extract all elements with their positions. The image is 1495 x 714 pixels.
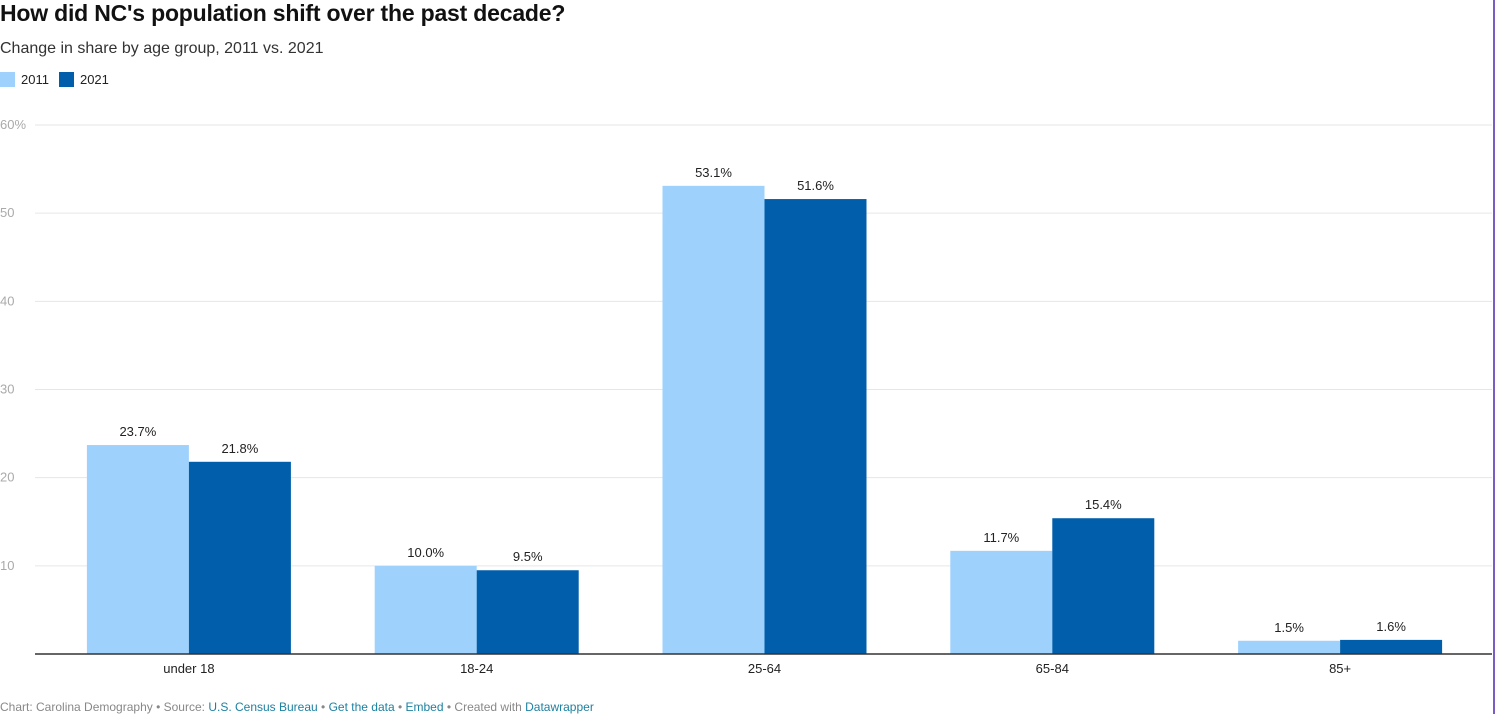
- y-tick-label: 30: [0, 382, 14, 397]
- y-tick-label: 40: [0, 293, 14, 308]
- footer-sep: • Created with: [443, 700, 526, 714]
- chart-title: How did NC's population shift over the p…: [0, 0, 566, 26]
- bar-chart: 10 20 30 40 50 60% 23.7% 21.8% under 18 10.0% 9.5%…: [0, 117, 1492, 676]
- y-tick-label: 10: [0, 558, 14, 573]
- bar-2011-65-84: [950, 550, 1053, 654]
- y-tick-label: 20: [0, 470, 14, 485]
- bar-2021-65-84: [1052, 518, 1155, 654]
- source-link[interactable]: U.S. Census Bureau: [208, 700, 318, 714]
- bar-2011-under-18: [86, 445, 189, 654]
- footer-sep: • Source:: [152, 700, 209, 714]
- legend-item-2011: 2011: [0, 72, 49, 87]
- footer: Chart: Carolina Demography • Source: U.S…: [0, 700, 594, 714]
- legend-swatch-2021: [58, 72, 74, 87]
- data-label: 10.0%: [407, 545, 444, 560]
- bar-2011-25-64: [662, 185, 765, 654]
- x-tick-label: 25-64: [748, 661, 781, 676]
- data-label: 21.8%: [221, 441, 258, 456]
- x-tick-label: 18-24: [460, 661, 493, 676]
- legend-label-2011: 2011: [21, 72, 49, 87]
- data-label: 1.6%: [1376, 619, 1406, 634]
- legend-label-2021: 2021: [79, 72, 109, 87]
- footer-sep: •: [394, 700, 406, 714]
- x-tick-label: 65-84: [1036, 661, 1069, 676]
- frame-border: [1493, 0, 1495, 714]
- x-tick-label: under 18: [163, 661, 214, 676]
- legend: 2011 2021: [0, 72, 119, 87]
- y-tick-label: 60%: [0, 117, 26, 132]
- x-tick-label: 85+: [1329, 661, 1351, 676]
- data-label: 53.1%: [695, 165, 732, 180]
- footer-credit: Chart: Carolina Demography: [0, 700, 153, 714]
- data-label: 23.7%: [119, 424, 156, 439]
- data-label: 1.5%: [1274, 620, 1304, 635]
- data-label: 15.4%: [1085, 497, 1122, 512]
- get-data-link[interactable]: Get the data: [328, 700, 395, 714]
- legend-swatch-2011: [0, 72, 15, 87]
- chart-subtitle: Change in share by age group, 2011 vs. 2…: [0, 40, 324, 57]
- y-tick-label: 50: [0, 205, 14, 220]
- embed-link[interactable]: Embed: [405, 700, 444, 714]
- bar-2021-85-: [1340, 639, 1443, 654]
- data-label: 9.5%: [513, 549, 543, 564]
- bar-2011-18-24: [374, 565, 477, 654]
- datawrapper-link[interactable]: Datawrapper: [525, 700, 594, 714]
- bar-2021-18-24: [476, 570, 579, 654]
- bar-2021-25-64: [764, 199, 867, 654]
- bar-2021-under-18: [188, 461, 291, 654]
- data-label: 51.6%: [797, 178, 834, 193]
- bar-2011-85-: [1238, 640, 1341, 654]
- footer-sep: •: [317, 700, 329, 714]
- data-label: 11.7%: [983, 530, 1019, 545]
- legend-item-2021: 2021: [58, 72, 109, 87]
